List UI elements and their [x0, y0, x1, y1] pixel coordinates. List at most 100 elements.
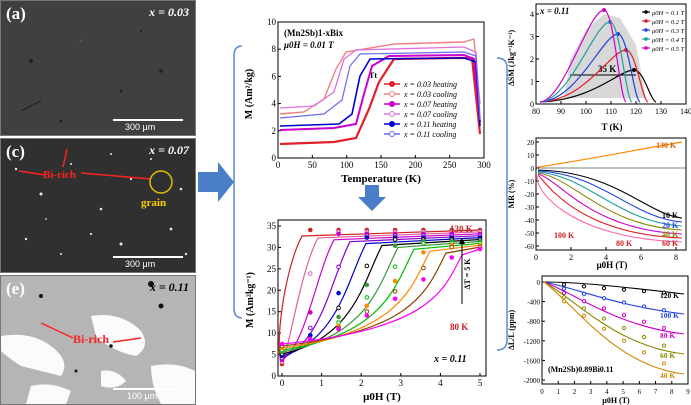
mr-ytick-label: -60: [525, 243, 535, 251]
sem-c-arrows: [18, 148, 173, 194]
ms-ytick-label: -400: [527, 299, 540, 307]
ms-point: [621, 313, 627, 318]
ds-legend-entry: μ0H = 0.5 T: [652, 46, 685, 53]
mh-point: [364, 309, 370, 314]
mh-point: [336, 264, 341, 270]
mh-point: [392, 289, 398, 294]
mr-curve: [537, 171, 683, 227]
ms-xticks: 0 1 2 3 4 5 6 7 8 9: [540, 381, 690, 396]
mh-point: [336, 326, 341, 332]
mh-point: [392, 264, 398, 269]
mt-xticks: 0 50 100 150 200 250 300: [276, 155, 491, 170]
ms-ytick-label: -1200: [524, 338, 541, 346]
sem-c-label: (c): [6, 142, 25, 161]
flow-arrow-down: [358, 185, 386, 211]
mh-point: [307, 332, 313, 338]
ms-point: [561, 295, 567, 300]
mh-ytick-label: 10: [267, 328, 277, 338]
mh-plot: M (Am²kg⁻¹) μ0H (T) 0 1 2 3 4 5 0 5 10 15 20 25 30 3…: [245, 219, 487, 403]
mt-ytick-label: 2: [272, 126, 277, 136]
sem-c-composition: x = 0.07: [149, 143, 189, 157]
ms-point: [641, 350, 647, 355]
mh-point: [421, 265, 426, 271]
mr-curve: [537, 173, 683, 235]
ms-point: [661, 290, 667, 295]
mr-annotation: 10 K: [662, 211, 679, 220]
ms-xtick-label: 7: [654, 388, 658, 396]
mt-legend-marker: [389, 81, 395, 87]
ms-point: [581, 298, 587, 304]
mr-xtick-label: 0: [534, 253, 538, 262]
ds-ytick-label: 2: [530, 55, 534, 64]
mt-ytick-label: 10: [267, 17, 277, 27]
ms-xtick-label: 0: [540, 388, 544, 396]
ds-ytick-label: 1: [530, 78, 534, 87]
mh-point: [307, 310, 313, 315]
mr-ytick-label: -40: [525, 217, 535, 225]
mt-legend-marker: [389, 91, 395, 97]
ds-xtick-label: 140: [680, 107, 691, 116]
mr-plot: MR (%) μ0H (T) 0 2 4 6 8 20 10 0 -10 -20 -30 -40 -5…: [507, 137, 687, 270]
ms-annotation: 60 K: [660, 351, 675, 360]
ds-ytick-label: 0: [530, 100, 534, 109]
mh-ytick-label: 5: [272, 350, 277, 360]
mh-point: [279, 341, 285, 347]
mr-ytick-label: 0: [531, 165, 535, 173]
ms-point: [601, 326, 607, 331]
mt-legend-marker: [389, 111, 395, 117]
mh-composition: x = 0.11: [433, 354, 467, 365]
mt-ytick-label: 8: [272, 44, 277, 54]
mh-point: [364, 282, 370, 288]
mh-point: [421, 250, 426, 255]
ms-point: [601, 316, 607, 321]
mt-legend-marker: [389, 131, 395, 137]
mh-curve: [281, 246, 481, 347]
ms-ytick-label: 0: [537, 279, 541, 287]
mt-ytick-label: 0: [272, 153, 277, 163]
mr-curve: [537, 172, 683, 231]
ds-legend-entry: μ0H = 0.3 T: [652, 28, 685, 35]
mr-yticks: 20 10 0 -10 -20 -30 -40 -50 -60: [525, 139, 539, 251]
ds-peak-point: [602, 8, 606, 12]
ms-point: [581, 313, 587, 318]
mh-point: [392, 237, 398, 242]
ds-legend-entry: μ0H = 0.4 T: [652, 37, 685, 44]
mh-point: [307, 336, 313, 342]
mr-ytick-label: -30: [525, 204, 535, 212]
sem-e-arrows: [40, 322, 142, 343]
ds-legend-marker: [644, 10, 648, 14]
ms-point: [601, 285, 607, 291]
ms-yticks: 0 -400 -800 -1200 -1600 -2000: [524, 279, 545, 385]
ds-xtick-label: 110: [605, 107, 617, 116]
ms-annotations: 120 K 100 K 80 K 60 K 40 K: [660, 291, 679, 380]
mh-ytick-label: 20: [267, 285, 277, 295]
sem-image-a: (a) x = 0.03 300 μm: [0, 0, 196, 136]
ms-point: [621, 325, 627, 331]
mh-xtick-label: 2: [359, 378, 364, 388]
mt-ytick-label: 6: [272, 71, 277, 81]
mr-ytick-label: -50: [525, 230, 535, 238]
ms-xtick-label: 5: [621, 388, 625, 396]
mt-legend-entry: x = 0.11 cooling: [403, 130, 456, 139]
mr-annotation: 130 K: [656, 141, 677, 150]
mr-curve: [537, 170, 683, 223]
mh-point: [477, 246, 483, 252]
ms-ytick-label: -800: [527, 318, 540, 326]
mh-point: [364, 295, 370, 300]
sem-c-bi-rich-label: Bi-rich: [43, 169, 76, 181]
ds-ytick-label: 3: [530, 33, 534, 42]
mh-xtick-label: 0: [280, 378, 285, 388]
ms-annotation: 120 K: [660, 291, 679, 300]
mh-ytick-label: 25: [267, 264, 277, 274]
ms-curve: [543, 281, 685, 315]
ms-point: [561, 282, 567, 287]
mt-curves: [279, 38, 482, 146]
ms-point: [661, 343, 667, 348]
ms-plot: ΔL/L (ppm) μ0H (T) 0 1 2 3 4 5 6 7 8 9 0 -400 -800 -…: [507, 275, 690, 405]
ms-ylabel: ΔL/L (ppm): [507, 309, 516, 350]
sem-texture-a: [1, 1, 195, 135]
sem-e-label: (e): [6, 279, 25, 298]
ms-point: [581, 284, 587, 289]
mh-delta-t: ΔT = 5 K: [463, 258, 472, 290]
